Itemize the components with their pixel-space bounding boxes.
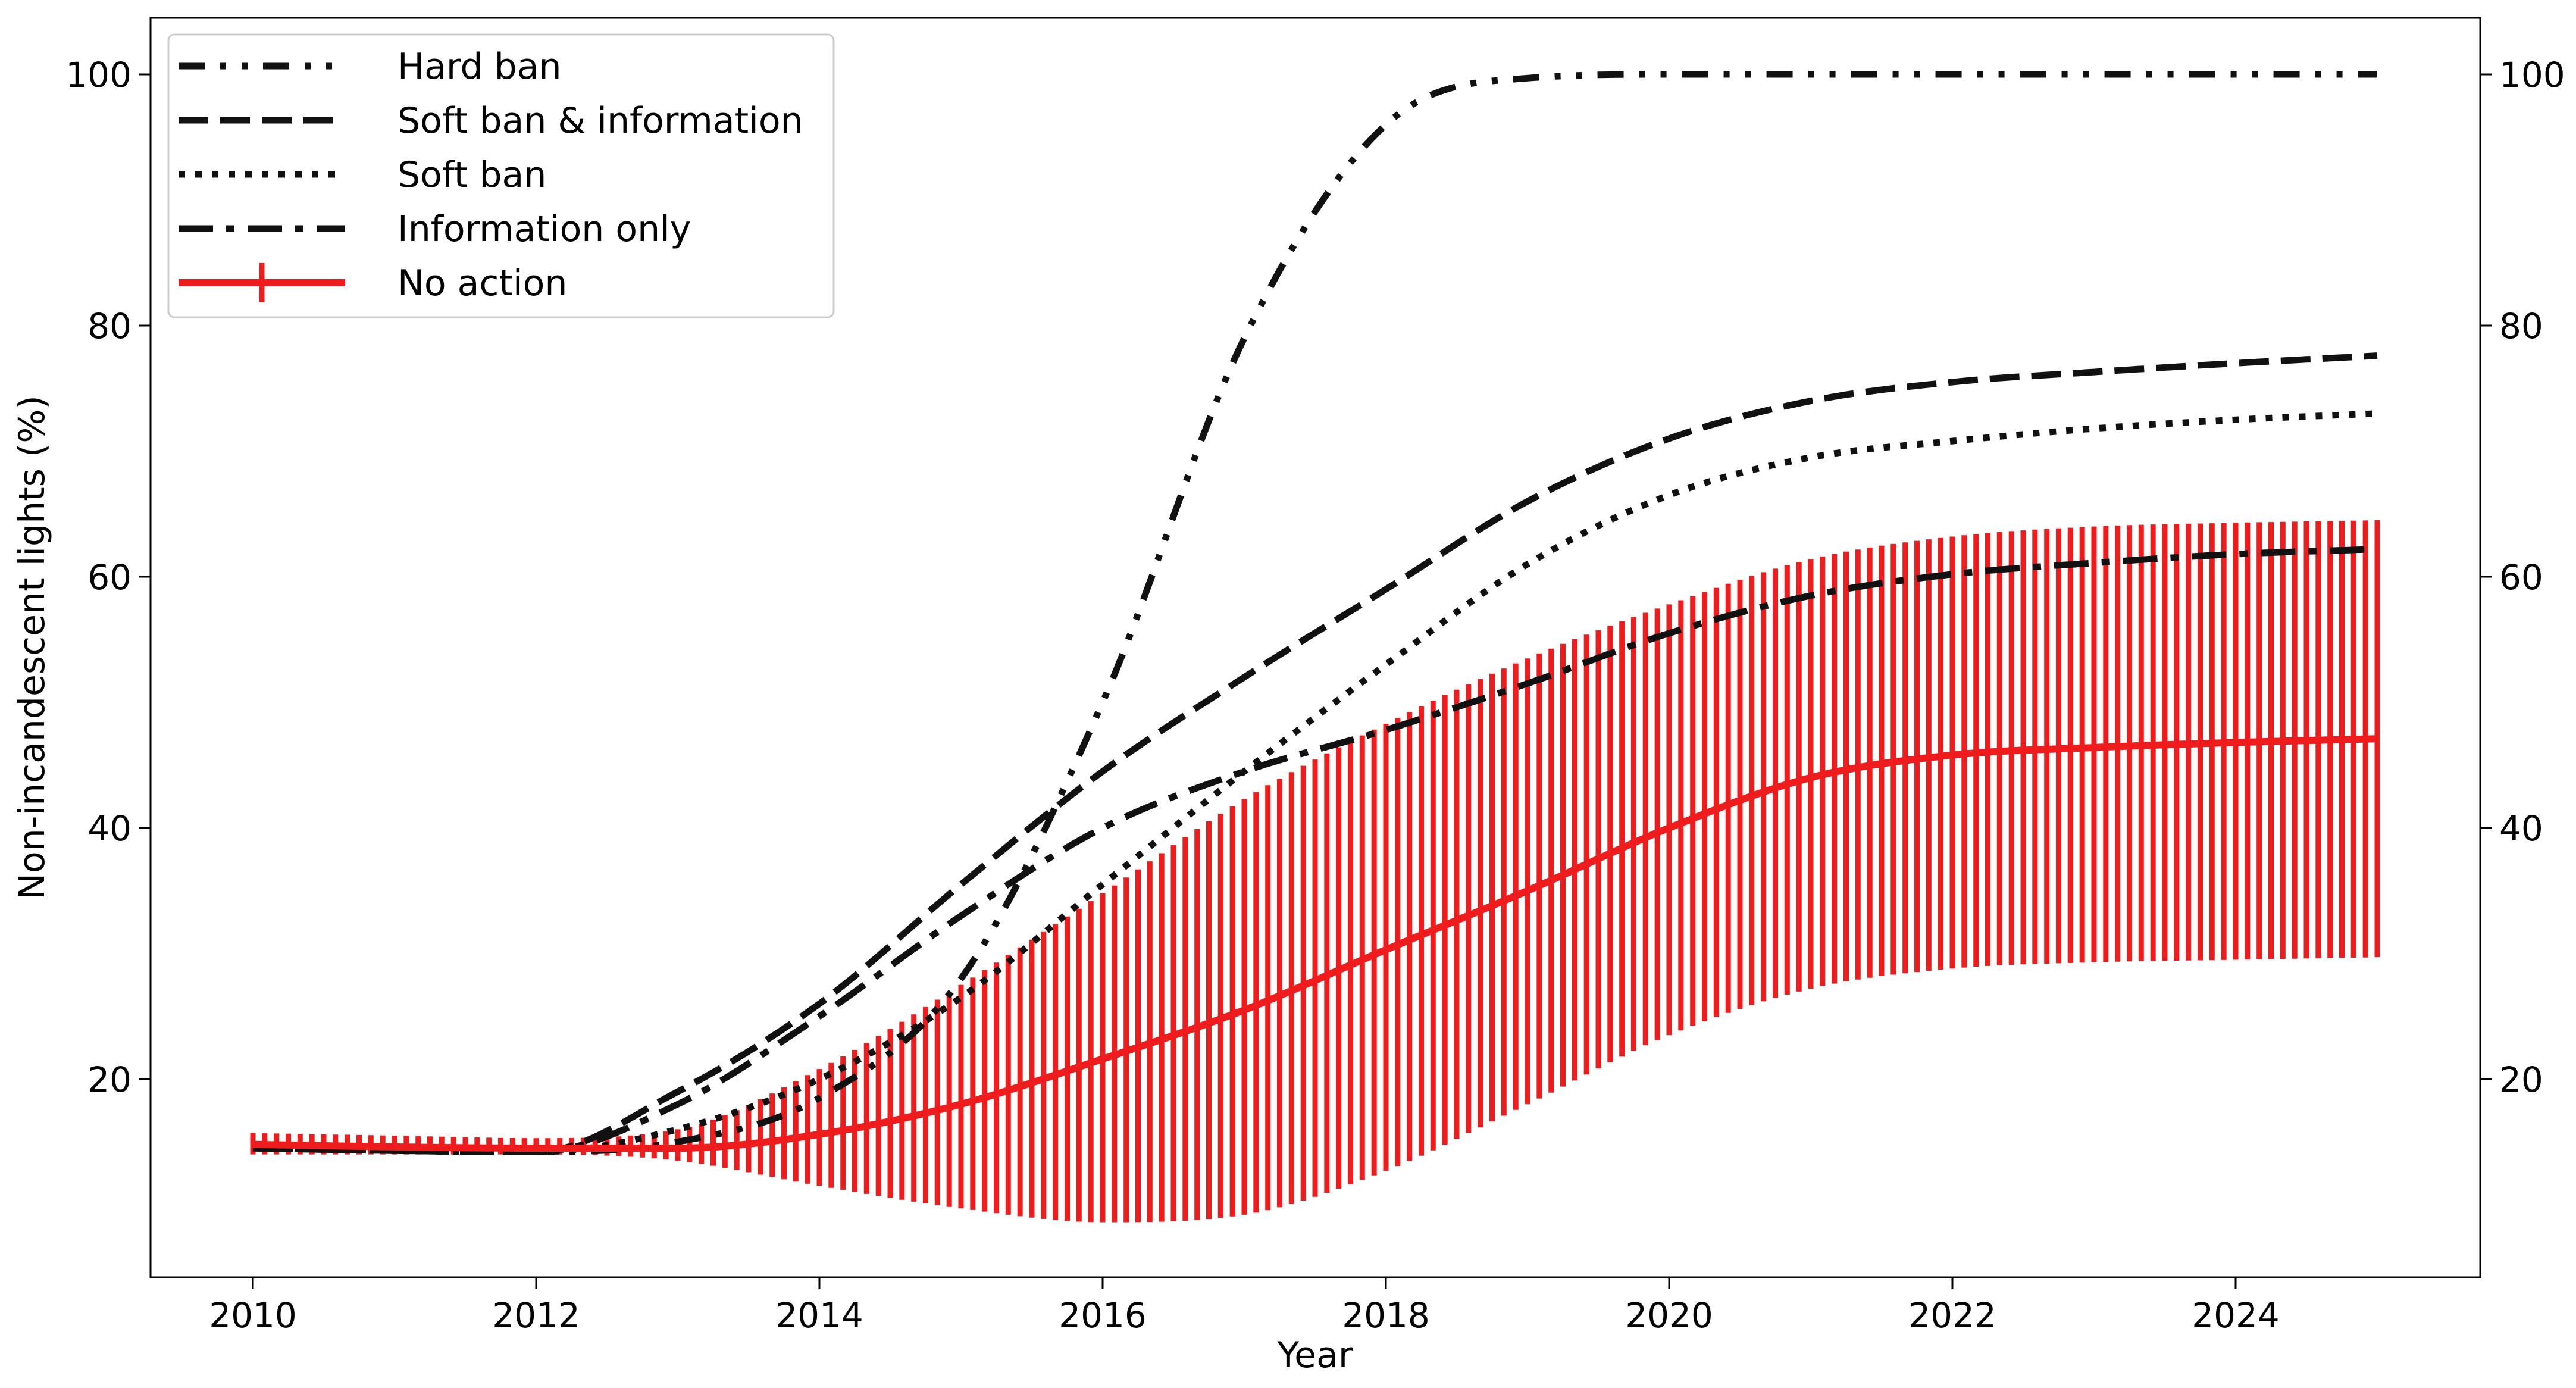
- y-right-tick-label: 100: [2499, 55, 2565, 95]
- legend: Hard ban Soft ban & information Soft ban In…: [167, 33, 835, 318]
- x-tick-label: 2020: [1625, 1295, 1713, 1336]
- y-right-tick-label: 20: [2499, 1059, 2543, 1100]
- plot-frame: [149, 17, 2481, 1278]
- y-tick-label: 60: [87, 557, 132, 598]
- x-tick-label: 2022: [1908, 1295, 1996, 1336]
- y-tick-label: 20: [87, 1059, 132, 1100]
- x-axis-title: Year: [1276, 1334, 1353, 1376]
- legend-label-no-action: No action: [397, 262, 567, 304]
- series-lines: [252, 71, 2378, 1155]
- y-right-tick-label: 80: [2499, 306, 2543, 346]
- legend-box: [167, 33, 835, 318]
- y-axis-right: 20 40 60 80 100: [2480, 55, 2565, 1100]
- x-tick-label: 2018: [1342, 1295, 1430, 1336]
- y-right-tick-label: 60: [2499, 557, 2543, 598]
- x-axis: 2010 2012 2014 2016 2018 2020 2022 2024: [209, 1277, 2280, 1336]
- x-tick-label: 2024: [2192, 1295, 2280, 1336]
- series-line-no-action: [252, 735, 2378, 1152]
- y-tick-label: 80: [87, 306, 132, 346]
- legend-label-soft-ban-and-information: Soft ban & information: [397, 100, 803, 142]
- y-axis-title: Non-incandescent lights (%): [11, 395, 53, 900]
- y-tick-label: 100: [65, 55, 132, 95]
- y-axis-left: 20 40 60 80 100: [65, 55, 151, 1100]
- x-tick-label: 2014: [775, 1295, 863, 1336]
- legend-label-soft-ban: Soft ban: [397, 154, 546, 196]
- y-right-tick-label: 40: [2499, 808, 2543, 849]
- series-line-soft-ban-and-information: [252, 352, 2378, 1155]
- series-line-information-only: [252, 546, 2378, 1155]
- y-tick-label: 40: [87, 808, 132, 849]
- legend-label-information-only: Information only: [397, 208, 691, 250]
- x-tick-label: 2016: [1059, 1295, 1147, 1336]
- x-tick-label: 2010: [209, 1295, 297, 1336]
- legend-label-hard-ban: Hard ban: [397, 46, 562, 87]
- x-tick-label: 2012: [492, 1295, 580, 1336]
